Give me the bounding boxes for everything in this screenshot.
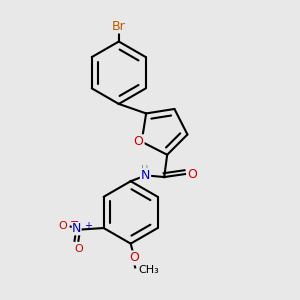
Text: CH₃: CH₃ bbox=[139, 266, 160, 275]
Text: O: O bbox=[129, 251, 139, 264]
Text: O: O bbox=[134, 135, 144, 148]
Text: Br: Br bbox=[112, 20, 126, 33]
Text: N: N bbox=[141, 169, 150, 182]
Text: N: N bbox=[72, 222, 81, 235]
Text: −: − bbox=[70, 217, 79, 227]
Text: O: O bbox=[58, 220, 67, 231]
Text: O: O bbox=[188, 168, 197, 181]
Text: +: + bbox=[84, 221, 92, 231]
Text: H: H bbox=[141, 165, 148, 175]
Text: O: O bbox=[74, 244, 83, 254]
